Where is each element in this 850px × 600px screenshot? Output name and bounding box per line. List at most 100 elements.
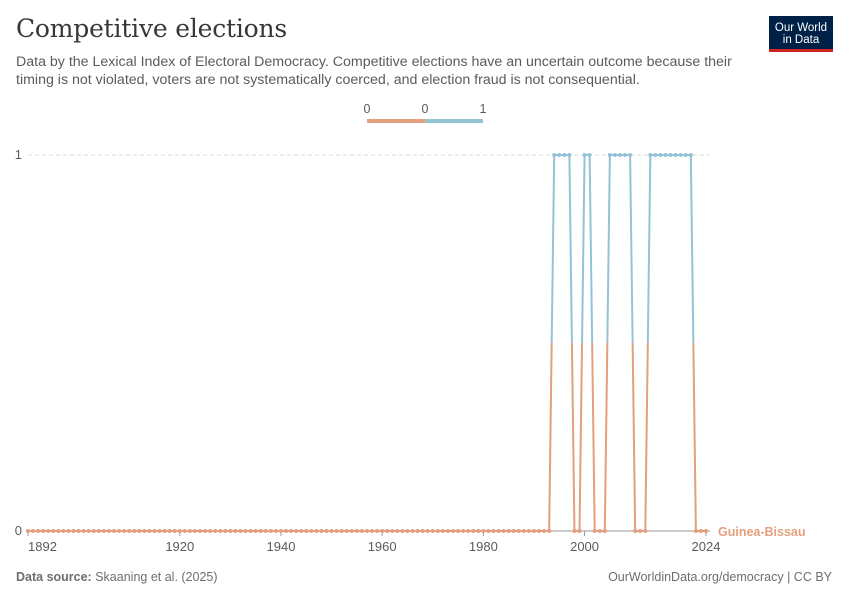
data-point[interactable]	[663, 153, 668, 157]
data-point[interactable]	[653, 153, 658, 157]
data-point[interactable]	[425, 529, 430, 533]
data-point[interactable]	[683, 153, 688, 157]
data-point[interactable]	[602, 529, 607, 533]
data-point[interactable]	[365, 529, 369, 533]
data-point[interactable]	[319, 529, 324, 533]
data-point[interactable]	[344, 529, 349, 533]
data-point[interactable]	[51, 529, 56, 533]
data-point[interactable]	[81, 529, 86, 533]
series-label-guinea-bissau[interactable]: Guinea-Bissau	[718, 525, 806, 539]
data-point[interactable]	[46, 529, 51, 533]
data-point[interactable]	[167, 529, 172, 533]
data-point[interactable]	[213, 529, 218, 533]
data-point[interactable]	[562, 153, 567, 157]
data-point[interactable]	[101, 529, 106, 533]
data-point[interactable]	[304, 529, 309, 533]
data-point[interactable]	[380, 529, 385, 533]
data-point[interactable]	[299, 529, 304, 533]
data-point[interactable]	[668, 153, 673, 157]
data-point[interactable]	[385, 529, 390, 533]
data-point[interactable]	[491, 529, 496, 533]
data-point[interactable]	[243, 529, 248, 533]
data-point[interactable]	[198, 529, 203, 533]
data-point[interactable]	[526, 529, 531, 533]
data-point[interactable]	[648, 153, 653, 157]
data-point[interactable]	[31, 529, 36, 533]
data-point[interactable]	[278, 529, 283, 533]
data-point[interactable]	[496, 529, 501, 533]
data-point[interactable]	[273, 529, 278, 533]
data-point[interactable]	[405, 529, 410, 533]
data-point[interactable]	[704, 529, 708, 533]
data-point[interactable]	[172, 529, 177, 533]
data-point[interactable]	[420, 529, 425, 533]
data-point[interactable]	[375, 529, 380, 533]
data-point[interactable]	[506, 529, 511, 533]
data-point[interactable]	[623, 153, 628, 157]
data-point[interactable]	[71, 529, 76, 533]
data-point[interactable]	[187, 529, 192, 533]
data-point[interactable]	[572, 529, 577, 533]
data-point[interactable]	[511, 529, 516, 533]
data-point[interactable]	[501, 529, 506, 533]
data-point[interactable]	[132, 529, 137, 533]
data-point[interactable]	[324, 529, 329, 533]
data-point[interactable]	[476, 529, 481, 533]
data-point[interactable]	[334, 529, 339, 533]
data-point[interactable]	[638, 529, 643, 533]
data-point[interactable]	[142, 529, 147, 533]
data-point[interactable]	[354, 529, 359, 533]
data-point[interactable]	[26, 529, 30, 533]
data-point[interactable]	[112, 529, 117, 533]
data-point[interactable]	[248, 529, 253, 533]
data-point[interactable]	[466, 529, 471, 533]
data-point[interactable]	[56, 529, 61, 533]
attribution-link[interactable]: OurWorldinData.org/democracy | CC BY	[608, 570, 832, 584]
data-point[interactable]	[628, 153, 633, 157]
data-point[interactable]	[461, 529, 466, 533]
data-point[interactable]	[294, 529, 299, 533]
data-point[interactable]	[96, 529, 101, 533]
data-point[interactable]	[597, 529, 602, 533]
data-point[interactable]	[162, 529, 167, 533]
data-point[interactable]	[542, 529, 547, 533]
data-point[interactable]	[451, 529, 456, 533]
data-point[interactable]	[36, 529, 41, 533]
data-point[interactable]	[516, 529, 521, 533]
data-point[interactable]	[658, 153, 663, 157]
data-point[interactable]	[147, 529, 152, 533]
data-point[interactable]	[673, 153, 678, 157]
data-point[interactable]	[557, 153, 562, 157]
data-point[interactable]	[486, 529, 491, 533]
data-point[interactable]	[203, 529, 208, 533]
data-point[interactable]	[238, 529, 243, 533]
data-point[interactable]	[41, 529, 46, 533]
data-point[interactable]	[537, 529, 542, 533]
data-point[interactable]	[587, 153, 592, 157]
data-point[interactable]	[430, 529, 435, 533]
owid-logo[interactable]: Our World in Data	[769, 16, 833, 52]
data-point[interactable]	[76, 529, 81, 533]
data-point[interactable]	[698, 529, 703, 533]
data-point[interactable]	[284, 529, 289, 533]
data-point[interactable]	[481, 529, 486, 533]
data-point[interactable]	[349, 529, 354, 533]
data-point[interactable]	[228, 529, 233, 533]
data-point[interactable]	[410, 529, 415, 533]
series-points[interactable]	[26, 153, 708, 533]
data-point[interactable]	[567, 153, 572, 157]
data-point[interactable]	[208, 529, 213, 533]
data-point[interactable]	[177, 529, 182, 533]
data-point[interactable]	[117, 529, 122, 533]
data-point[interactable]	[152, 529, 157, 533]
data-point[interactable]	[395, 529, 400, 533]
data-point[interactable]	[66, 529, 71, 533]
data-point[interactable]	[192, 529, 197, 533]
data-point[interactable]	[521, 529, 526, 533]
data-point[interactable]	[233, 529, 238, 533]
data-point[interactable]	[582, 153, 587, 157]
data-point[interactable]	[359, 529, 364, 533]
data-point[interactable]	[435, 529, 440, 533]
data-point[interactable]	[91, 529, 96, 533]
data-point[interactable]	[268, 529, 273, 533]
